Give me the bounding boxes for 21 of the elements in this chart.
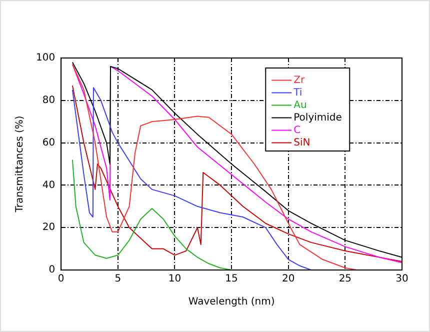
- x-axis-title: Wavelength (nm): [188, 296, 275, 308]
- x-tick-label: 0: [58, 274, 64, 285]
- legend-label: Polyimide: [294, 112, 342, 124]
- legend-label: C: [294, 124, 301, 136]
- y-tick-label: 20: [42, 222, 56, 234]
- y-tick-label: 0: [48, 264, 56, 276]
- x-tick-label: 25: [338, 274, 352, 285]
- y-tick-label: 100: [36, 52, 56, 64]
- legend-label: Au: [294, 100, 307, 111]
- x-tick-label: 20: [282, 274, 295, 285]
- y-tick-label: 80: [42, 94, 56, 106]
- x-tick-label: 5: [114, 274, 122, 285]
- x-tick-label: 15: [225, 274, 238, 285]
- legend-label: Zr: [294, 74, 306, 86]
- y-tick-label: 40: [42, 180, 56, 191]
- x-tick-label: 30: [396, 274, 408, 285]
- legend-label: SiN: [294, 137, 310, 148]
- y-tick-label: 60: [42, 137, 56, 148]
- legend-label: Ti: [292, 87, 302, 98]
- x-tick-label: 10: [168, 274, 182, 285]
- y-axis-title: Transmittances (%): [14, 116, 26, 214]
